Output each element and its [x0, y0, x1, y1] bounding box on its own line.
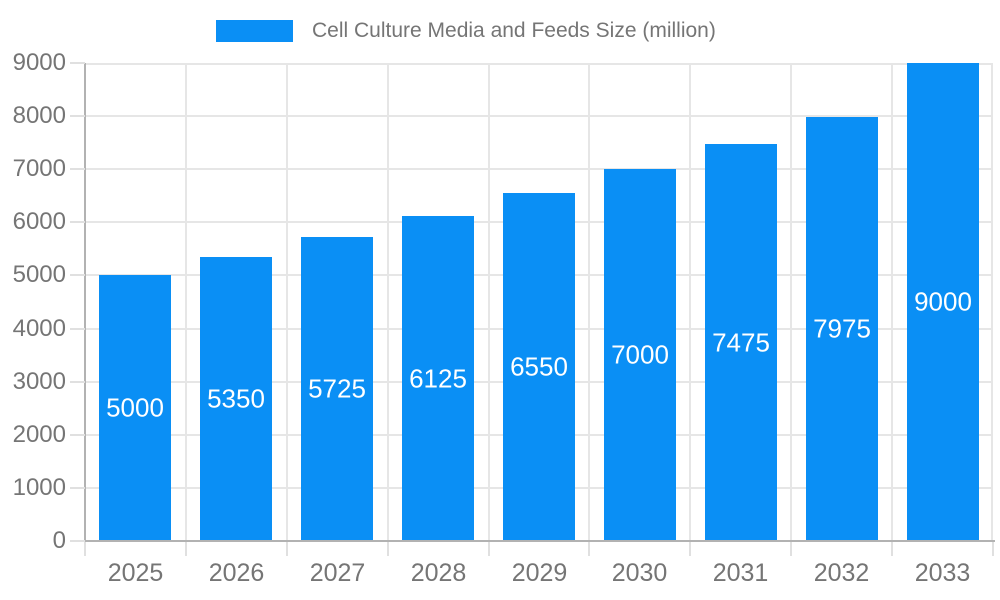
x-tick-mark: [992, 542, 994, 556]
bar: 5350: [200, 257, 272, 541]
y-tick-label: 5000: [12, 261, 66, 288]
bar-value-label: 7000: [611, 339, 669, 370]
bar: 6550: [503, 193, 575, 541]
gridline: [185, 63, 187, 541]
y-tick-label: 2000: [12, 421, 66, 448]
x-tick-label: 2031: [712, 559, 769, 587]
bar: 7975: [806, 117, 878, 541]
y-tick-mark: [70, 168, 85, 170]
y-tick-label: 7000: [12, 155, 66, 182]
bar: 7475: [705, 144, 777, 541]
x-tick-label: 2030: [611, 559, 668, 587]
y-tick-mark: [70, 221, 85, 223]
y-axis-line: [84, 63, 86, 541]
x-tick-label: 2032: [813, 559, 870, 587]
gridline: [387, 63, 389, 541]
x-tick-label: 2026: [208, 559, 265, 587]
bar: 9000: [907, 63, 979, 541]
y-tick-mark: [70, 540, 85, 542]
bar: 5000: [99, 275, 171, 541]
bar-value-label: 7475: [712, 327, 770, 357]
y-tick-label: 9000: [12, 49, 66, 76]
x-tick-label: 2029: [511, 559, 568, 587]
y-tick-label: 4000: [12, 315, 66, 342]
gridline: [286, 63, 288, 541]
bar-value-label: 5350: [207, 383, 265, 414]
legend-swatch: [216, 20, 293, 42]
gridline: [588, 63, 590, 541]
gridline: [991, 63, 993, 541]
y-tick-mark: [70, 487, 85, 489]
x-tick-mark: [790, 542, 792, 556]
x-tick-mark: [387, 542, 389, 556]
y-tick-label: 8000: [12, 102, 66, 129]
y-tick-label: 6000: [12, 208, 66, 235]
gridline: [85, 115, 993, 117]
x-tick-label: 2028: [410, 559, 467, 587]
bar: 7000: [604, 169, 676, 541]
y-tick-mark: [70, 62, 85, 64]
bar-value-label: 7975: [813, 313, 871, 344]
x-tick-mark: [588, 542, 590, 556]
legend: Cell Culture Media and Feeds Size (milli…: [216, 19, 716, 42]
bar-value-label: 5725: [308, 373, 366, 404]
y-tick-mark: [70, 274, 85, 276]
bar-value-label: 9000: [914, 286, 972, 317]
gridline: [790, 63, 792, 541]
x-tick-label: 2027: [309, 559, 366, 587]
x-tick-label: 2025: [107, 559, 164, 587]
gridline: [85, 168, 993, 170]
x-tick-mark: [891, 542, 893, 556]
y-tick-label: 3000: [12, 368, 66, 395]
gridline: [85, 63, 993, 65]
gridline: [891, 63, 893, 541]
plot-area: 5000 5350 5725 6125 6550 7000 7475 7975 9000: [85, 63, 993, 541]
x-tick-mark: [488, 542, 490, 556]
bar-value-label: 5000: [106, 392, 164, 423]
x-tick-label: 2033: [914, 559, 971, 587]
x-tick-mark: [689, 542, 691, 556]
bar-value-label: 6550: [510, 351, 568, 382]
legend-label: Cell Culture Media and Feeds Size (milli…: [312, 19, 716, 42]
x-tick-mark: [185, 542, 187, 556]
x-tick-mark: [84, 542, 86, 556]
x-axis-line: [84, 540, 995, 542]
y-tick-mark: [70, 381, 85, 383]
y-tick-mark: [70, 115, 85, 117]
y-tick-mark: [70, 434, 85, 436]
gridline: [689, 63, 691, 541]
y-tick-label: 1000: [12, 474, 66, 501]
y-tick-mark: [70, 328, 85, 330]
gridline: [488, 63, 490, 541]
y-tick-label: 0: [52, 527, 66, 554]
bar: 5725: [301, 237, 373, 541]
bar-value-label: 6125: [409, 363, 467, 393]
bar: 6125: [402, 216, 474, 541]
x-tick-mark: [286, 542, 288, 556]
